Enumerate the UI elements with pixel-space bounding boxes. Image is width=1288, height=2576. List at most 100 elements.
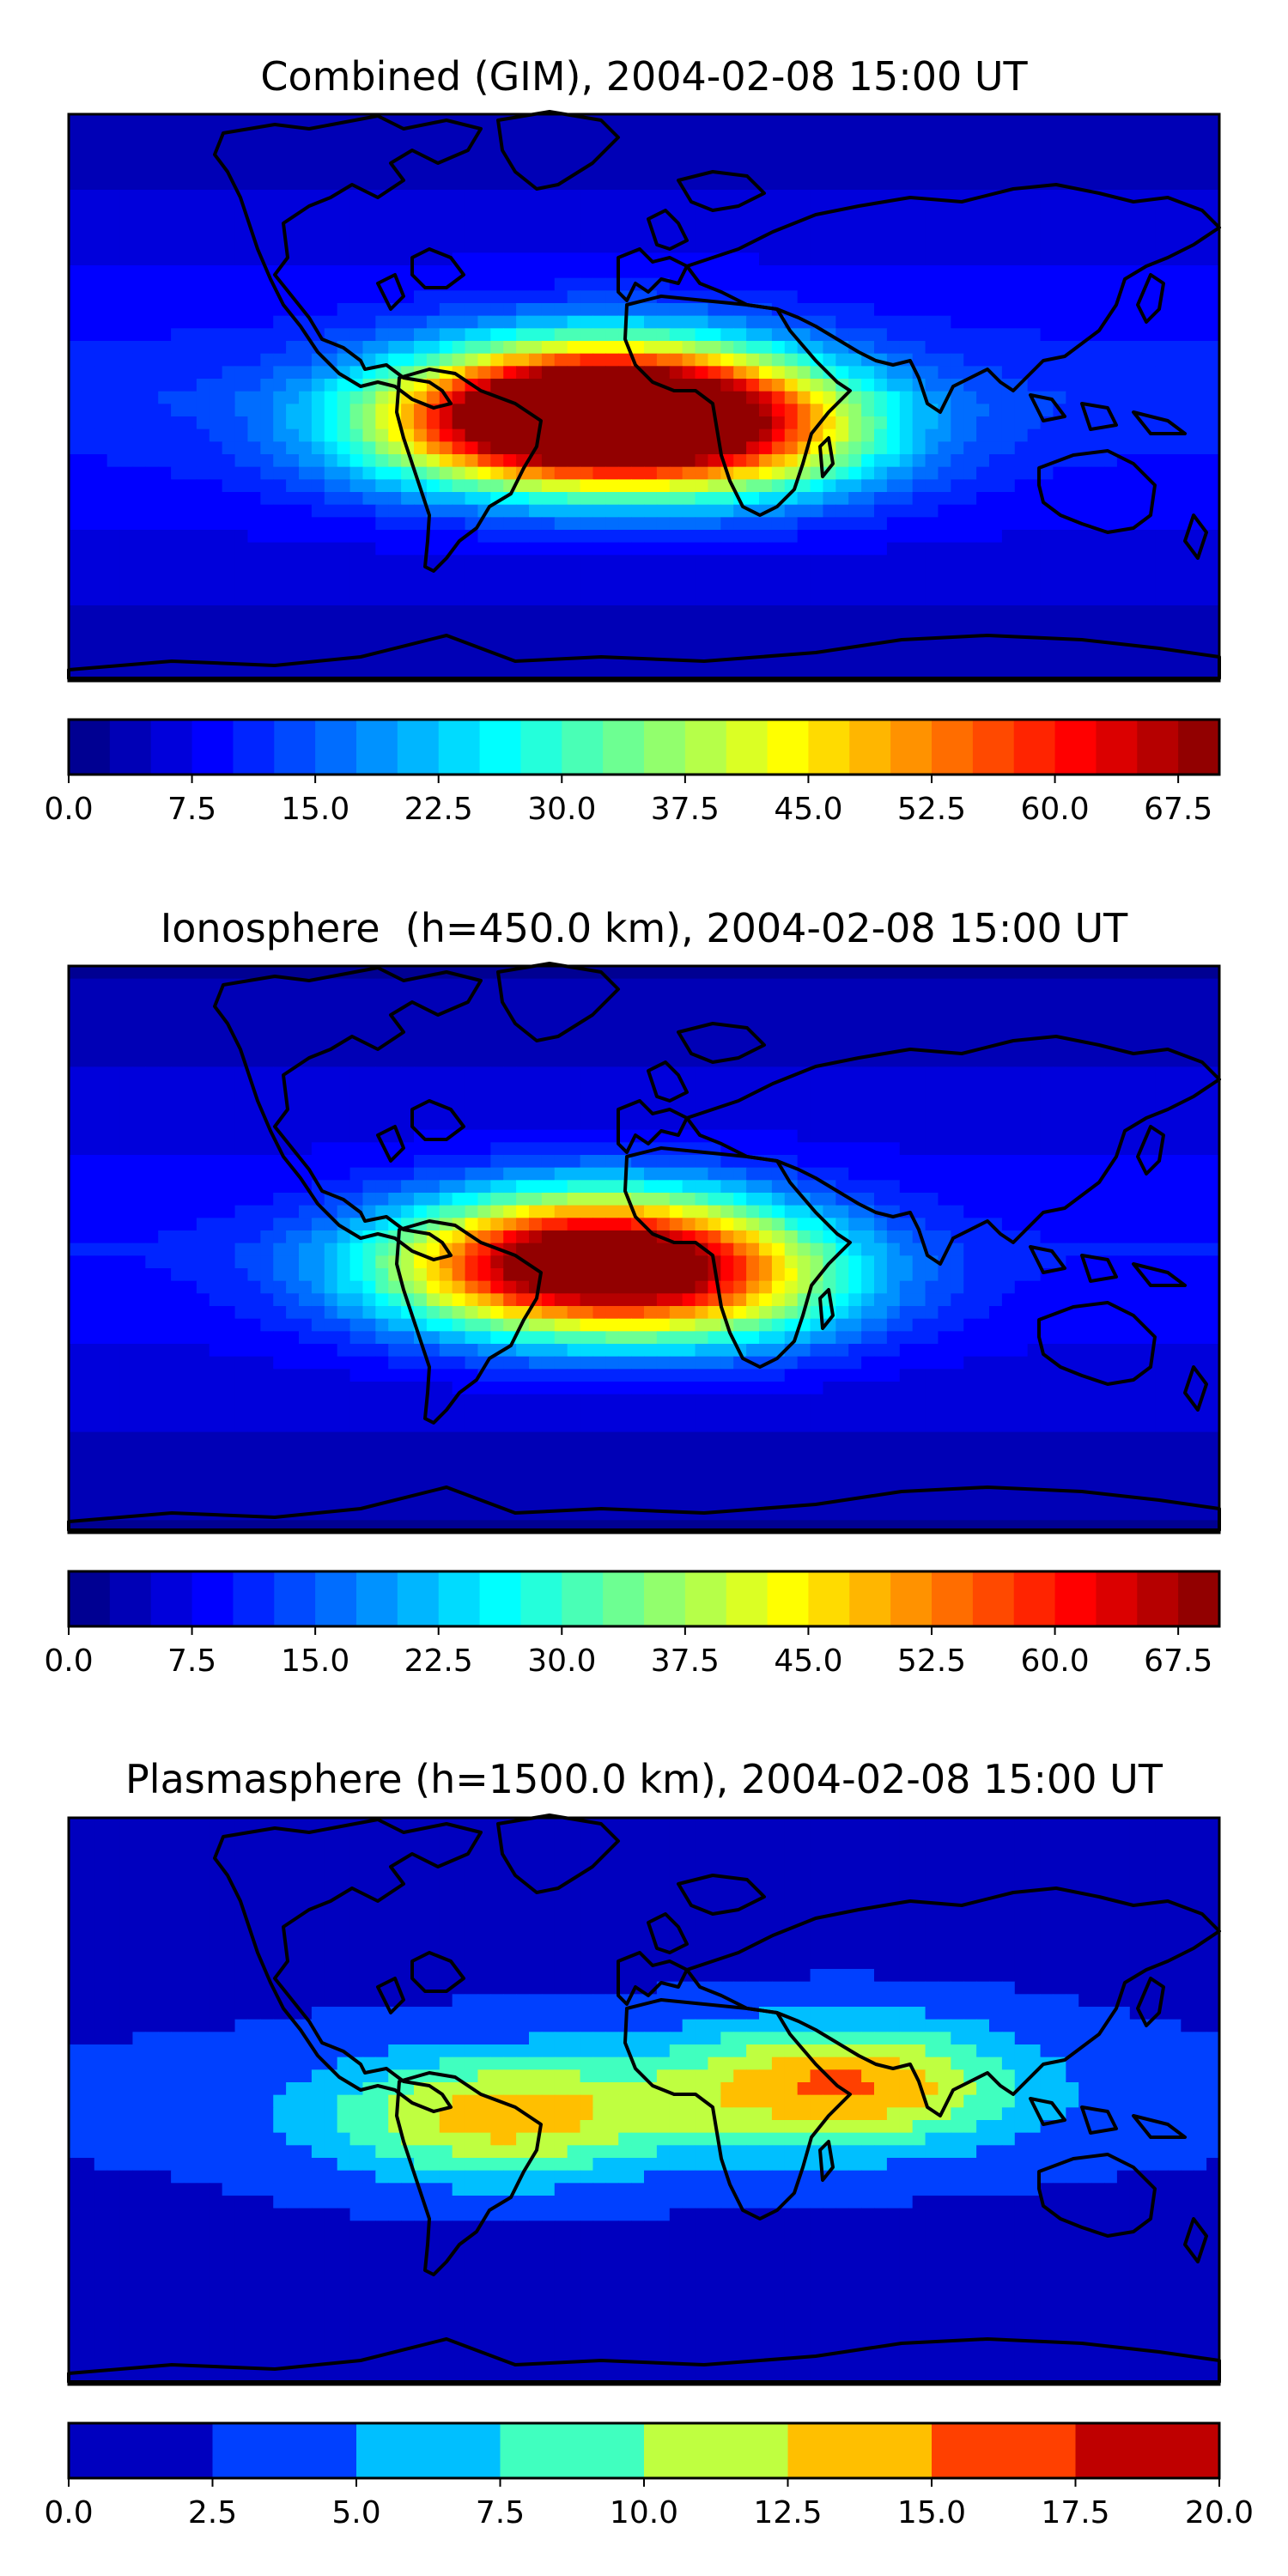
colorbar-plasmasphere: 0.0 2.5 5.0 7.5 10.0 12.5 15.0 17.5 20.0 xyxy=(44,2421,1254,2530)
colorbar-bin xyxy=(603,1571,645,1626)
colorbar-bin xyxy=(1075,2423,1220,2478)
colorbar-bin xyxy=(684,1571,727,1626)
chart-title-plasmasphere: Plasmasphere (h=1500.0 km), 2004-02-08 1… xyxy=(125,1756,1163,1802)
colorbar-tick-label: 0.0 xyxy=(44,2495,93,2530)
colorbar-tick-label: 60.0 xyxy=(1020,1643,1089,1679)
colorbar-bin xyxy=(1013,1571,1056,1626)
colorbar-tick-label: 0.0 xyxy=(44,1643,93,1679)
colorbar-bin xyxy=(972,1571,1015,1626)
colorbar-bin xyxy=(520,1571,562,1626)
colorbar-bin xyxy=(562,720,604,775)
colorbar-tick-label: 7.5 xyxy=(476,2495,525,2530)
colorbar-tick-label: 7.5 xyxy=(167,792,216,827)
colorbar-ticks-ionosphere: 0.0 7.5 15.0 22.5 30.0 37.5 45.0 52.5 60.0 67.5 xyxy=(44,1626,1212,1679)
colorbar-bin xyxy=(356,2423,501,2478)
map-area-ionosphere xyxy=(67,962,1221,1534)
colorbar-tick-label: 12.5 xyxy=(753,2495,822,2530)
colorbar-tick-label: 22.5 xyxy=(404,1643,473,1679)
colorbar-bin xyxy=(1054,720,1097,775)
heatmap-ionosphere xyxy=(69,966,1219,1533)
panel-combined: Combined (GIM), 2004-02-08 15:00 UT 0.0 7… xyxy=(44,53,1221,827)
colorbar-bin xyxy=(644,1571,686,1626)
colorbar-bins-combined xyxy=(69,720,1220,775)
colorbar-bin xyxy=(479,720,521,775)
colorbar-ticks-plasmasphere: 0.0 2.5 5.0 7.5 10.0 12.5 15.0 17.5 20.0 xyxy=(44,2478,1254,2530)
colorbar-bin xyxy=(191,720,234,775)
colorbar-tick-label: 22.5 xyxy=(404,792,473,827)
colorbar-bin xyxy=(438,720,481,775)
colorbar-bin xyxy=(356,720,398,775)
colorbar-bin xyxy=(1137,1571,1179,1626)
panel-plasmasphere: Plasmasphere (h=1500.0 km), 2004-02-08 1… xyxy=(44,1756,1254,2530)
colorbar-tick-label: 15.0 xyxy=(281,792,349,827)
colorbar-bin xyxy=(1013,720,1056,775)
colorbar-bin xyxy=(644,2423,788,2478)
colorbar-bin xyxy=(726,1571,769,1626)
colorbar-tick-label: 15.0 xyxy=(281,1643,349,1679)
colorbar-bin xyxy=(520,720,562,775)
colorbar-bin xyxy=(274,1571,316,1626)
colorbar-bin xyxy=(726,720,769,775)
colorbar-tick-label: 67.5 xyxy=(1144,792,1212,827)
colorbar-bin xyxy=(500,2423,645,2478)
colorbar-bin xyxy=(315,720,357,775)
colorbar-ticks-combined: 0.0 7.5 15.0 22.5 30.0 37.5 45.0 52.5 60.0 67.5 xyxy=(44,775,1212,827)
panel-ionosphere: Ionosphere (h=450.0 km), 2004-02-08 15:0… xyxy=(44,905,1221,1679)
colorbar-tick-label: 37.5 xyxy=(651,792,720,827)
colorbar-bin xyxy=(932,1571,974,1626)
colorbar-bin xyxy=(109,720,152,775)
map-area-plasmasphere xyxy=(67,1814,1221,2386)
colorbar-tick-label: 2.5 xyxy=(188,2495,237,2530)
heatmap-combined xyxy=(69,114,1219,681)
colorbar-bin xyxy=(212,2423,357,2478)
colorbar-bin xyxy=(890,720,933,775)
colorbar-bin xyxy=(233,720,275,775)
colorbar-bin xyxy=(397,1571,440,1626)
colorbar-combined: 0.0 7.5 15.0 22.5 30.0 37.5 45.0 52.5 60.0 67.5 xyxy=(44,718,1221,827)
colorbar-bin xyxy=(274,720,316,775)
colorbar-bin xyxy=(1096,1571,1138,1626)
colorbar-tick-label: 30.0 xyxy=(527,1643,596,1679)
colorbar-bin xyxy=(150,720,193,775)
chart-title-ionosphere: Ionosphere (h=450.0 km), 2004-02-08 15:0… xyxy=(161,905,1128,951)
colorbar-bin xyxy=(1096,720,1138,775)
colorbar-tick-label: 10.0 xyxy=(610,2495,678,2530)
colorbar-tick-label: 7.5 xyxy=(167,1643,216,1679)
colorbar-bin xyxy=(233,1571,275,1626)
colorbar-bin xyxy=(1178,1571,1220,1626)
colorbar-tick-label: 5.0 xyxy=(331,2495,380,2530)
colorbar-tick-label: 30.0 xyxy=(527,792,596,827)
colorbar-tick-label: 17.5 xyxy=(1041,2495,1109,2530)
colorbar-tick-label: 0.0 xyxy=(44,792,93,827)
chart-title-combined: Combined (GIM), 2004-02-08 15:00 UT xyxy=(260,53,1028,100)
colorbar-bin xyxy=(787,2423,933,2478)
colorbar-bin xyxy=(397,720,440,775)
colorbar-bin xyxy=(1178,720,1220,775)
colorbar-bin xyxy=(972,720,1015,775)
colorbar-tick-label: 52.5 xyxy=(897,792,966,827)
colorbar-bin xyxy=(932,2423,1076,2478)
colorbar-ionosphere: 0.0 7.5 15.0 22.5 30.0 37.5 45.0 52.5 60.0 67.5 xyxy=(44,1570,1221,1679)
colorbar-bin xyxy=(767,720,809,775)
heatmap-plasmasphere xyxy=(69,1818,1219,2385)
colorbar-tick-label: 15.0 xyxy=(897,2495,966,2530)
colorbar-bin xyxy=(191,1571,234,1626)
colorbar-bin xyxy=(69,2423,213,2478)
colorbar-tick-label: 67.5 xyxy=(1144,1643,1212,1679)
colorbar-bin xyxy=(109,1571,152,1626)
colorbar-tick-label: 52.5 xyxy=(897,1643,966,1679)
colorbar-bins-plasmasphere xyxy=(69,2423,1220,2478)
colorbar-tick-label: 20.0 xyxy=(1185,2495,1254,2530)
colorbar-bin xyxy=(479,1571,521,1626)
colorbar-bin xyxy=(315,1571,357,1626)
colorbar-bin xyxy=(69,1571,111,1626)
colorbar-bin xyxy=(69,720,111,775)
colorbar-tick-label: 45.0 xyxy=(774,792,842,827)
colorbar-bin xyxy=(932,720,974,775)
colorbar-bins-ionosphere xyxy=(69,1571,1220,1626)
colorbar-tick-label: 60.0 xyxy=(1020,792,1089,827)
colorbar-bin xyxy=(438,1571,481,1626)
colorbar-bin xyxy=(150,1571,193,1626)
map-area-combined xyxy=(67,110,1221,683)
